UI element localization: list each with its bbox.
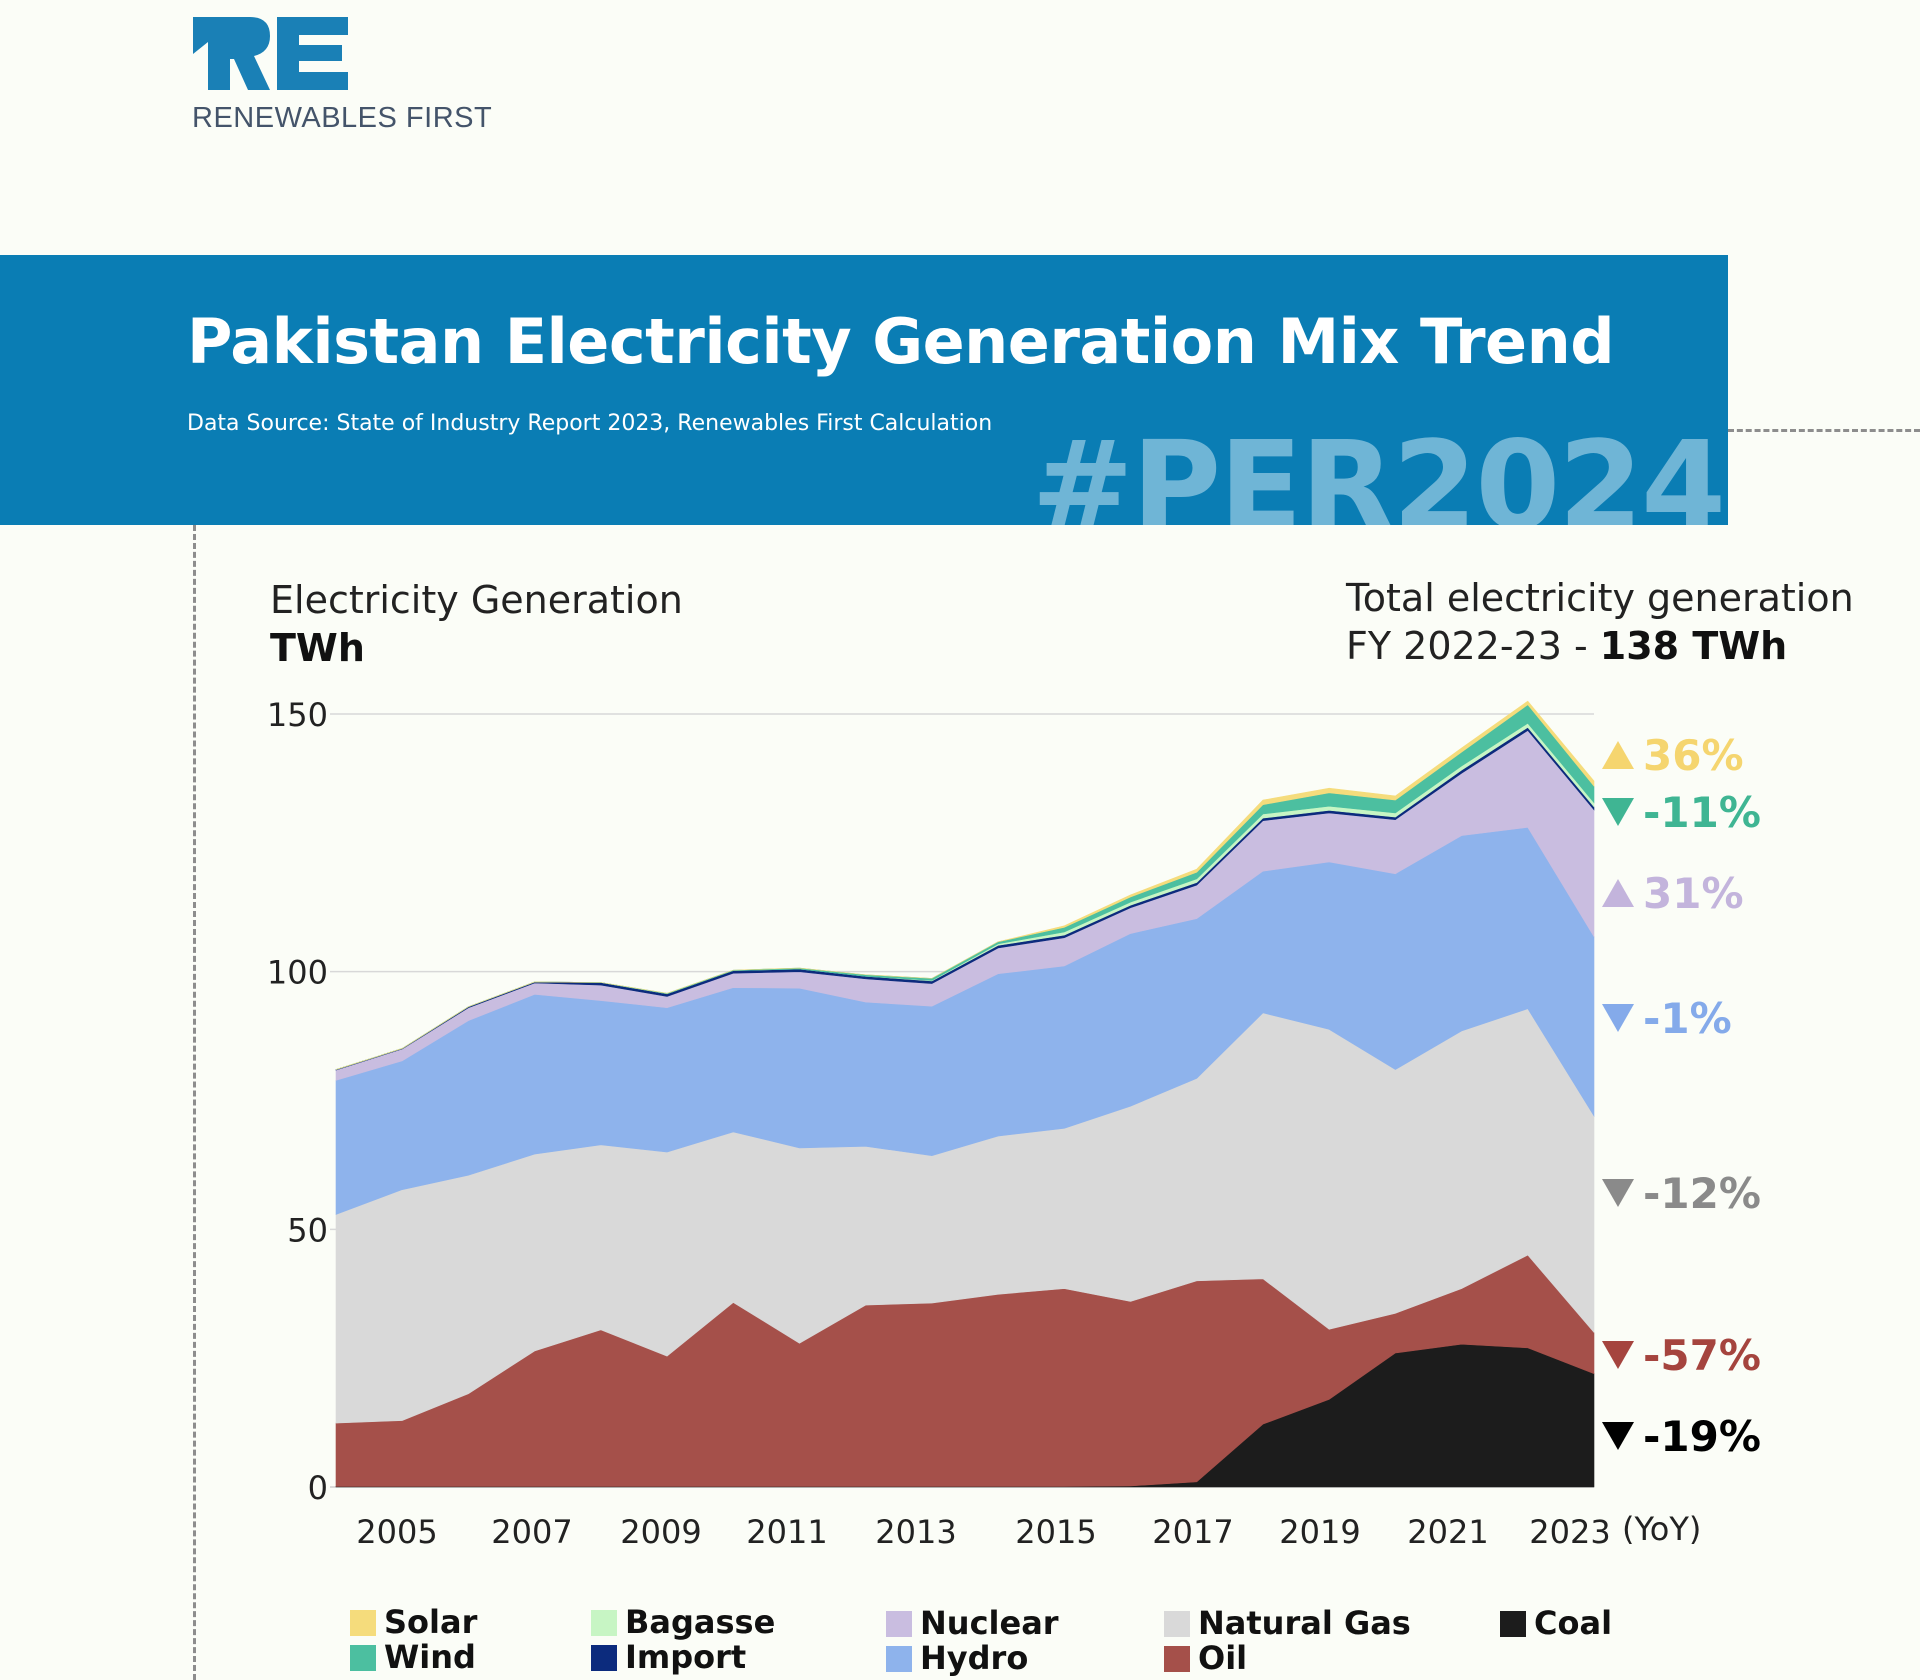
legend-swatch-nuclear [886,1611,912,1637]
legend-item-nuclear: Nuclear [886,1604,1059,1642]
legend-swatch-wind [350,1645,376,1671]
legend-item-oil: Oil [1164,1639,1247,1677]
yoy-arrow-hydro [1602,1004,1634,1032]
y-axis-unit: TWh [270,626,365,670]
yoy-label-nuclear: 31% [1643,869,1744,918]
x-tick-label-2023: 2023 [1529,1513,1610,1551]
legend-swatch-hydro [886,1646,912,1672]
total-generation-label: Total electricity generation [1346,576,1854,620]
dashed-divider-right [1728,429,1920,432]
dashed-divider-left [193,525,196,1680]
y-tick-label-50: 50 [287,1211,328,1249]
x-tick-label-2009: 2009 [620,1513,701,1551]
yoy-arrow-natural-gas [1602,1179,1634,1207]
legend-swatch-import [591,1645,617,1671]
x-tick-label-2015: 2015 [1015,1513,1096,1551]
yoy-label-solar: 36% [1643,731,1744,780]
x-tick-label-2017: 2017 [1152,1513,1233,1551]
yoy-arrow-oil [1602,1341,1634,1369]
y-tick-label-0: 0 [308,1469,328,1507]
legend-item-solar: Solar [350,1603,477,1641]
data-source: Data Source: State of Industry Report 20… [187,411,993,436]
y-tick-label-100: 100 [267,954,328,992]
legend-swatch-oil [1164,1646,1190,1672]
y-tick-label-150: 150 [267,696,328,734]
legend-label-natural-gas: Natural Gas [1198,1604,1411,1642]
area-solar [335,700,1595,1070]
x-tick-label-2005: 2005 [356,1513,437,1551]
yoy-label-natural-gas: -12% [1643,1169,1761,1218]
legend-label-solar: Solar [384,1603,478,1641]
yoy-arrow-nuclear [1602,879,1634,907]
x-axis-yoy-suffix: (YoY) [1622,1510,1701,1548]
x-tick-label-2021: 2021 [1407,1513,1488,1551]
legend-item-hydro: Hydro [886,1639,1028,1677]
yoy-arrow-coal [1602,1422,1634,1450]
title-banner: Pakistan Electricity Generation Mix Tren… [0,255,1728,525]
total-twh-value: 138 TWh [1599,624,1788,668]
legend-swatch-natural-gas [1164,1611,1190,1637]
yoy-arrow-wind [1602,798,1634,826]
logo: RENEWABLES FIRST [190,14,493,134]
legend-swatch-bagasse [591,1610,617,1636]
legend-swatch-solar [350,1610,376,1636]
legend-item-coal: Coal [1500,1604,1612,1642]
yoy-label-oil: -57% [1643,1331,1761,1380]
x-tick-label-2011: 2011 [746,1513,827,1551]
legend-label-bagasse: Bagasse [625,1603,776,1641]
legend-label-hydro: Hydro [920,1639,1029,1677]
legend-label-wind: Wind [384,1638,476,1676]
yoy-label-wind: -11% [1643,788,1761,837]
x-tick-label-2007: 2007 [491,1513,572,1551]
re-logo-mark [193,17,348,90]
legend-swatch-coal [1500,1611,1526,1637]
hashtag: #PER2024 [1031,415,1726,525]
legend-item-bagasse: Bagasse [591,1603,775,1641]
y-axis-label: Electricity Generation [270,578,683,622]
legend-label-import: Import [625,1638,747,1676]
yoy-label-coal: -19% [1643,1412,1761,1461]
legend-label-coal: Coal [1534,1604,1613,1642]
total-fy-prefix: FY 2022-23 - [1346,624,1600,668]
yoy-arrow-solar [1602,741,1634,769]
total-generation-value: FY 2022-23 - 138 TWh [1346,624,1787,668]
legend-label-nuclear: Nuclear [920,1604,1059,1642]
x-tick-label-2013: 2013 [875,1513,956,1551]
legend-item-wind: Wind [350,1638,476,1676]
legend-item-natural-gas: Natural Gas [1164,1604,1411,1642]
page-title: Pakistan Electricity Generation Mix Tren… [187,305,1615,378]
legend-label-oil: Oil [1198,1639,1248,1677]
legend-item-import: Import [591,1638,746,1676]
x-tick-label-2019: 2019 [1279,1513,1360,1551]
logo-tagline: RENEWABLES FIRST [192,102,493,134]
yoy-label-hydro: -1% [1643,994,1732,1043]
